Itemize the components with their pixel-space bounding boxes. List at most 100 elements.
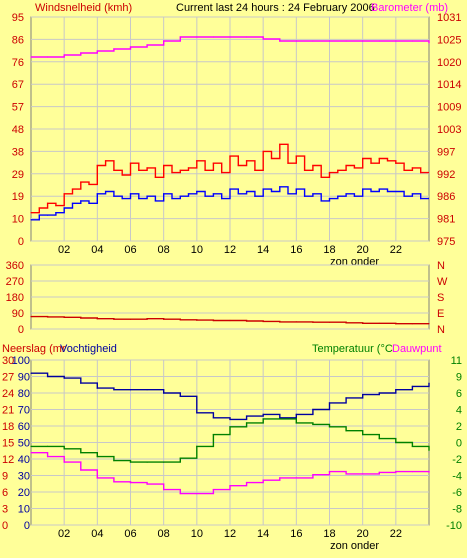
humidity-tick-label: 40 — [18, 454, 30, 466]
x-tick-label: 20 — [357, 528, 369, 540]
data-point-temperature — [129, 461, 132, 463]
rain-tick-label: 12 — [2, 454, 14, 466]
data-point-barometer — [312, 40, 314, 42]
data-point-wind_gust — [88, 183, 90, 185]
chart-title: Current last 24 hours : 24 February 2006 — [176, 2, 375, 14]
series-line-barometer — [31, 36, 430, 58]
data-point-wind_gust — [353, 167, 355, 169]
data-point-wind_avg — [171, 198, 173, 200]
data-point-direction — [312, 321, 314, 323]
data-point-direction — [80, 317, 82, 319]
data-point-barometer — [146, 44, 148, 46]
data-point-dewpoint — [411, 471, 413, 473]
data-point-temperature — [362, 434, 364, 436]
data-point-temperature — [246, 422, 248, 424]
data-point-direction — [47, 316, 49, 318]
data-point-wind_avg — [221, 198, 223, 200]
right-tick-label: 975 — [437, 236, 455, 248]
left-tick-label: 360 — [6, 260, 24, 272]
x-tick-label: 08 — [158, 244, 170, 256]
right-tick-label: 11 — [451, 355, 462, 367]
data-point-humidity — [362, 394, 364, 396]
data-point-wind_avg — [154, 200, 156, 202]
data-point-wind_avg — [345, 193, 347, 195]
data-point-barometer — [246, 36, 248, 38]
data-point-barometer — [345, 40, 347, 42]
data-point-wind_gust — [420, 172, 422, 174]
data-point-wind_gust — [237, 164, 239, 167]
x-tick-label: 18 — [323, 528, 335, 540]
humidity-tick-label: 70 — [18, 405, 30, 417]
x-tick-label: 04 — [91, 528, 103, 540]
data-point-wind_gust — [121, 174, 123, 176]
data-point-direction — [163, 318, 165, 320]
data-point-dewpoint — [63, 461, 65, 463]
data-point-barometer — [30, 56, 32, 58]
rain-tick-label: 18 — [2, 421, 14, 433]
data-point-wind_avg — [362, 188, 364, 190]
data-point-dewpoint — [378, 471, 380, 473]
left-tick-label: 48 — [12, 124, 24, 136]
data-point-humidity — [179, 395, 181, 397]
data-point-direction — [179, 319, 181, 321]
data-point-wind_avg — [38, 214, 40, 216]
data-point-wind_gust — [345, 164, 347, 167]
series-line-wind_gust — [31, 143, 429, 214]
left-tick-label: 180 — [6, 292, 24, 304]
data-point-barometer — [47, 56, 49, 58]
data-point-dewpoint — [428, 471, 430, 473]
data-point-wind_avg — [163, 193, 165, 195]
right-tick-label: 1020 — [437, 57, 461, 69]
data-point-wind_gust — [138, 169, 140, 171]
data-point-barometer — [179, 36, 181, 38]
data-point-wind_gust — [229, 155, 231, 157]
data-point-dewpoint — [345, 473, 347, 475]
data-point-temperature — [295, 422, 297, 424]
x-tick-label: 08 — [158, 528, 170, 540]
data-point-wind_gust — [262, 150, 264, 152]
right-tick-label: 2 — [456, 421, 462, 433]
rain-axis-title: Neerslag (mr — [2, 343, 66, 355]
data-point-humidity — [113, 389, 115, 391]
data-point-barometer — [229, 36, 231, 38]
data-point-direction — [129, 318, 132, 320]
data-point-wind_avg — [353, 195, 355, 197]
left-tick-label: 0 — [18, 324, 24, 336]
sunset-label: zon onder — [330, 540, 379, 552]
data-point-barometer — [129, 46, 132, 48]
data-point-dewpoint — [262, 479, 264, 481]
data-point-barometer — [196, 36, 198, 38]
data-point-direction — [113, 318, 115, 320]
humidity-tick-label: 10 — [18, 504, 30, 516]
right-tick-label: -10 — [446, 520, 462, 532]
x-tick-label: 02 — [58, 244, 70, 256]
series-line-temperature — [31, 418, 430, 463]
right-tick-label: 997 — [437, 146, 455, 158]
data-point-wind_avg — [212, 193, 214, 195]
rain-tick-label: 6 — [2, 487, 8, 499]
data-point-direction — [411, 323, 413, 325]
left-tick-label: 19 — [12, 191, 24, 203]
data-point-barometer — [80, 52, 82, 54]
right-tick-label: N — [437, 324, 445, 336]
data-point-dewpoint — [212, 489, 214, 491]
data-point-temperature — [312, 423, 314, 425]
data-point-wind_gust — [196, 160, 198, 162]
data-point-wind_avg — [420, 198, 422, 200]
humidity-tick-label: 30 — [18, 471, 30, 483]
data-point-wind_avg — [113, 195, 115, 197]
data-point-dewpoint — [246, 482, 248, 484]
data-point-temperature — [411, 445, 413, 447]
right-tick-label: S — [437, 292, 444, 304]
data-point-wind_gust — [279, 143, 281, 145]
data-point-wind_gust — [204, 169, 206, 171]
data-point-wind_avg — [229, 188, 231, 190]
data-point-barometer — [295, 40, 297, 42]
data-point-barometer — [428, 42, 430, 44]
rain-tick-label: 27 — [2, 372, 14, 384]
data-point-dewpoint — [295, 477, 297, 479]
data-point-wind_gust — [320, 176, 322, 178]
data-point-wind_gust — [246, 160, 248, 162]
data-point-dewpoint — [362, 473, 364, 475]
